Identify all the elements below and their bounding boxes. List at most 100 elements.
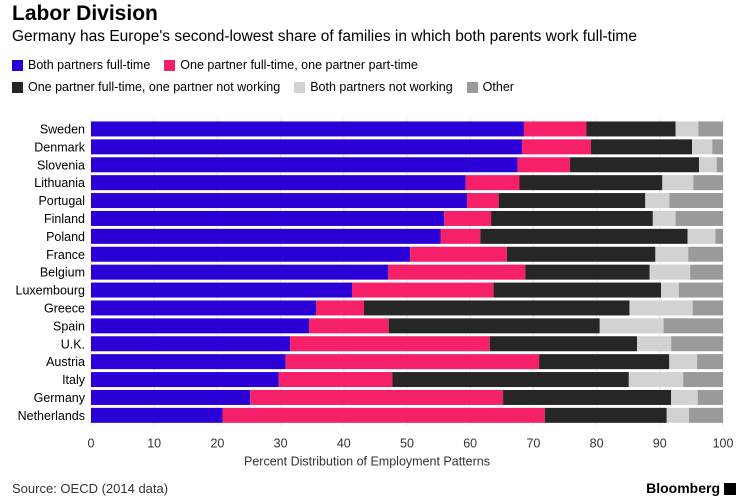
x-tick-label: 10 [147, 436, 161, 450]
bar-segment [678, 282, 723, 298]
bar-segment [309, 318, 389, 334]
bar-segment [91, 336, 291, 352]
bar-segment [489, 336, 638, 352]
bar-segment [690, 264, 723, 280]
bar-segment [250, 389, 504, 405]
bar-segment [661, 282, 679, 298]
x-tick-label: 90 [653, 436, 667, 450]
bar-segment [91, 246, 411, 262]
bar-segment [637, 336, 672, 352]
category-label: U.K. [61, 337, 85, 351]
x-axis-label: Percent Distribution of Employment Patte… [244, 454, 490, 468]
source-note: Source: OECD (2014 data) [12, 481, 169, 496]
bar-segment [692, 300, 723, 316]
category-label: Germany [34, 391, 86, 405]
bar-segment [498, 193, 646, 209]
bar-segment [712, 139, 723, 155]
bar-segment [440, 228, 481, 244]
bar-segment [523, 121, 587, 137]
bar-segment [628, 372, 684, 388]
legend-swatch-both-not-working [294, 81, 306, 93]
bar-segment [662, 175, 694, 191]
bar-segment [91, 139, 523, 155]
x-tick-label: 80 [590, 436, 604, 450]
bar-segment [91, 175, 466, 191]
legend-swatch-full-part-time [164, 59, 176, 71]
bar-segment [91, 407, 223, 423]
bar-segment [519, 175, 663, 191]
bar-segment [675, 121, 699, 137]
legend-label: Other [482, 80, 514, 94]
category-label: Spain [53, 319, 85, 333]
legend-item-both-not-working: Both partners not working [294, 80, 453, 94]
bar-segment [91, 121, 524, 137]
bar-segment [506, 246, 656, 262]
bar-segment [645, 193, 670, 209]
bar-segment [663, 318, 723, 334]
bar-segment [91, 264, 389, 280]
category-label: Portugal [38, 194, 85, 208]
legend-label: Both partners full-time [28, 58, 151, 72]
bar-segment [652, 210, 676, 226]
category-label: Slovenia [37, 158, 85, 172]
category-label: Finland [44, 212, 85, 226]
bar-segment [517, 157, 571, 173]
bar-segment [467, 193, 499, 209]
chart-title: Labor Division [12, 2, 158, 25]
legend-swatch-both-full-time [12, 59, 23, 71]
legend: Both partners full-time One partner full… [12, 54, 742, 98]
legend-swatch-other [466, 81, 478, 93]
bar-segment [539, 354, 670, 370]
bar-segment [503, 389, 672, 405]
bar-segment [649, 264, 691, 280]
bar-segment [544, 407, 667, 423]
stacked-bar-chart: Sweden Denmark Slovenia Lithuania Portugal Fi… [16, 118, 734, 468]
x-tick-label: 70 [526, 436, 540, 450]
x-tick-label: 20 [210, 436, 224, 450]
bar-segment [669, 354, 698, 370]
legend-item-full-part-time: One partner full-time, one partner part-… [164, 58, 418, 72]
bar-segment [655, 246, 689, 262]
bar-segment [91, 228, 441, 244]
legend-swatch-full-not-working [12, 81, 23, 93]
x-tick-label: 100 [713, 436, 734, 450]
bar-segment [493, 282, 662, 298]
bar-segment [669, 193, 723, 209]
bar-segment [91, 318, 310, 334]
bar-segment [671, 389, 698, 405]
category-label: Italy [62, 373, 86, 387]
bar-segment [688, 407, 723, 423]
brand-mark-icon [724, 483, 736, 495]
bar-segment [716, 157, 723, 173]
bar-segment [693, 175, 723, 191]
x-tick-label: 30 [274, 436, 288, 450]
legend-item-both-full-time: Both partners full-time [12, 58, 150, 72]
x-tick-label: 0 [88, 436, 95, 450]
bar-segment [91, 282, 353, 298]
category-label: Luxembourg [16, 284, 86, 298]
bar-segment [315, 300, 365, 316]
bar-segment [285, 354, 540, 370]
bar-segment [444, 210, 492, 226]
bar-segment [698, 157, 717, 173]
bar-segment [222, 407, 545, 423]
legend-label: One partner full-time, one partner part-… [180, 58, 418, 72]
bar-segment [687, 228, 716, 244]
brand-logo-text: Bloomberg [646, 480, 720, 496]
category-label: Poland [46, 230, 85, 244]
bar-segment [522, 139, 591, 155]
bar-segment [715, 228, 723, 244]
bar-segment [480, 228, 688, 244]
x-tick-label: 50 [400, 436, 414, 450]
category-label: Denmark [34, 140, 85, 154]
category-label: Greece [44, 301, 85, 315]
bar-segment [388, 264, 526, 280]
x-tick-label: 40 [337, 436, 351, 450]
bar-segment [91, 389, 251, 405]
bar-segment [91, 210, 445, 226]
bar-segment [629, 300, 693, 316]
bar-segment [388, 318, 600, 334]
chart-subtitle: Germany has Europe's second-lowest share… [12, 28, 637, 45]
category-label: Netherlands [18, 409, 85, 423]
bar-segment [91, 354, 286, 370]
